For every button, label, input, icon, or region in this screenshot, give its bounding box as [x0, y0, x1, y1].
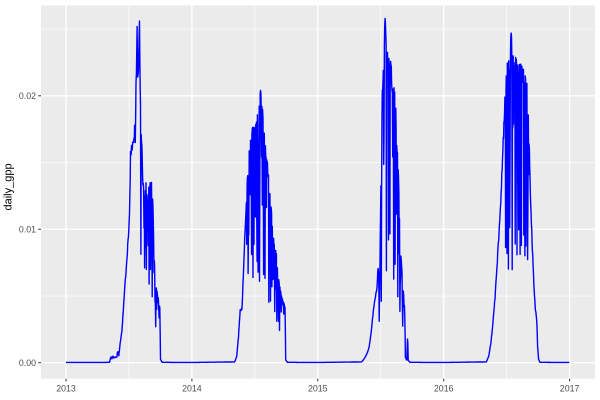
svg-text:daily_gpp: daily_gpp [2, 163, 14, 210]
svg-text:2016: 2016 [434, 383, 454, 393]
svg-text:2013: 2013 [56, 383, 76, 393]
svg-text:0.02: 0.02 [19, 91, 36, 101]
svg-text:2014: 2014 [182, 383, 202, 393]
svg-text:0.00: 0.00 [19, 358, 36, 368]
svg-text:2015: 2015 [308, 383, 328, 393]
svg-text:0.01: 0.01 [19, 224, 36, 234]
svg-text:2017: 2017 [560, 383, 580, 393]
